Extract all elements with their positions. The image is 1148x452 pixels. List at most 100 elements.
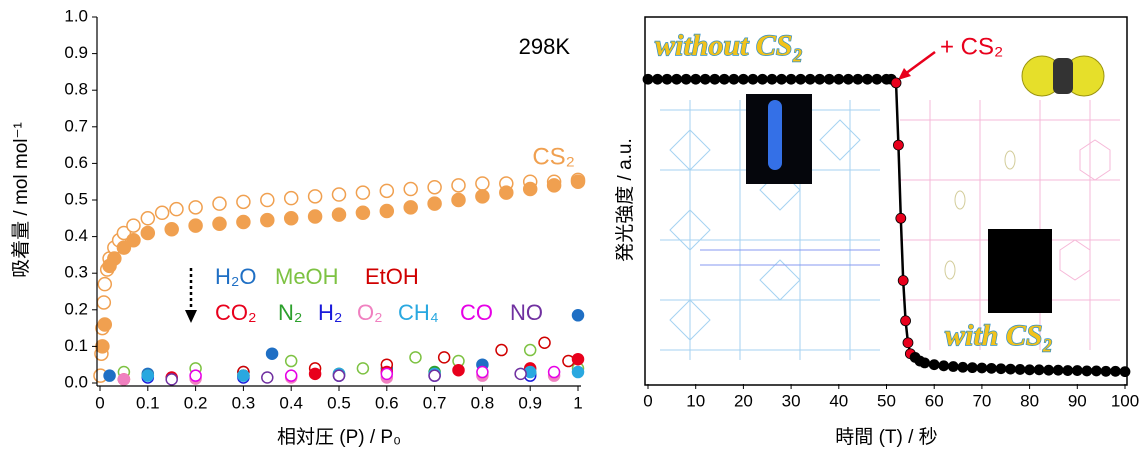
point xyxy=(309,210,322,223)
point xyxy=(834,74,844,84)
point xyxy=(929,360,939,370)
point xyxy=(189,219,202,232)
y-tick-label: 0.2 xyxy=(64,299,88,318)
point xyxy=(1091,366,1101,376)
atom-c xyxy=(1053,58,1073,94)
x-axis-label: 時間 (T) / 秒 xyxy=(835,426,937,448)
point xyxy=(896,213,906,223)
point xyxy=(103,259,116,272)
point xyxy=(948,362,958,372)
point xyxy=(165,223,178,236)
point xyxy=(738,74,748,84)
legend-label: H₂O xyxy=(215,264,257,289)
point xyxy=(549,367,560,378)
point xyxy=(97,296,110,309)
point xyxy=(548,179,561,192)
point xyxy=(1063,366,1073,376)
y-tick-label: 0.5 xyxy=(64,189,88,208)
point xyxy=(262,372,273,383)
point xyxy=(261,214,274,227)
point xyxy=(170,203,183,216)
x-tick-label: 0.7 xyxy=(423,393,447,412)
point xyxy=(127,219,140,232)
y-tick-label: 0.6 xyxy=(64,153,88,172)
x-tick-label: 0.1 xyxy=(136,393,160,412)
point xyxy=(237,195,250,208)
point xyxy=(410,352,421,363)
point xyxy=(939,361,949,371)
y-tick-label: 0.0 xyxy=(64,372,88,391)
x-tick-label: 0 xyxy=(95,393,104,412)
legend-label: MeOH xyxy=(275,264,339,289)
point xyxy=(1034,365,1044,375)
point xyxy=(118,374,129,385)
y-tick-label: 1.0 xyxy=(64,6,88,25)
point xyxy=(356,206,369,219)
point xyxy=(573,310,584,321)
y-tick-label: 0.7 xyxy=(64,116,88,135)
point xyxy=(539,337,550,348)
point xyxy=(190,370,201,381)
legend-label: CO₂ xyxy=(215,300,257,325)
x-tick-label: 1 xyxy=(573,393,582,412)
point xyxy=(986,363,996,373)
point xyxy=(1053,365,1063,375)
point xyxy=(429,370,440,381)
point xyxy=(843,74,853,84)
point xyxy=(333,188,346,201)
point xyxy=(213,197,226,210)
point xyxy=(815,74,825,84)
point xyxy=(1120,367,1130,377)
x-tick-label: 70 xyxy=(972,391,991,410)
point xyxy=(334,370,345,381)
x-tick-label: 20 xyxy=(734,391,753,410)
annotation: 298K xyxy=(519,34,571,59)
y-tick-label: 0.3 xyxy=(64,263,88,282)
point xyxy=(719,74,729,84)
point xyxy=(1110,366,1120,376)
annotation: without CS₂ xyxy=(655,29,803,62)
point xyxy=(381,368,392,379)
point xyxy=(524,183,537,196)
photo-dark xyxy=(988,229,1052,313)
point xyxy=(476,190,489,203)
point xyxy=(452,194,465,207)
point xyxy=(729,74,739,84)
point xyxy=(141,212,154,225)
point xyxy=(1006,364,1016,374)
point xyxy=(1101,366,1111,376)
point xyxy=(261,194,274,207)
dotted-arrow-head xyxy=(185,310,197,323)
x-tick-label: 0.9 xyxy=(518,393,542,412)
point xyxy=(573,354,584,365)
x-tick-label: 80 xyxy=(1020,391,1039,410)
point xyxy=(1082,366,1092,376)
point xyxy=(898,276,908,286)
x-tick-label: 60 xyxy=(925,391,944,410)
point xyxy=(267,348,278,359)
x-tick-label: 30 xyxy=(782,391,801,410)
point xyxy=(189,201,202,214)
point xyxy=(672,74,682,84)
point xyxy=(805,74,815,84)
point xyxy=(404,183,417,196)
legend-label: N₂ xyxy=(278,300,302,325)
point xyxy=(333,208,346,221)
point xyxy=(824,74,834,84)
point xyxy=(901,316,911,326)
point xyxy=(141,226,154,239)
point xyxy=(286,356,297,367)
point xyxy=(710,74,720,84)
point xyxy=(96,340,109,353)
point xyxy=(853,74,863,84)
point xyxy=(477,367,488,378)
point xyxy=(98,278,111,291)
point xyxy=(404,201,417,214)
x-tick-label: 0 xyxy=(643,391,652,410)
point xyxy=(156,206,169,219)
point xyxy=(1072,366,1082,376)
point xyxy=(662,74,672,84)
point xyxy=(309,190,322,203)
tube-glow xyxy=(768,100,782,170)
point xyxy=(977,363,987,373)
